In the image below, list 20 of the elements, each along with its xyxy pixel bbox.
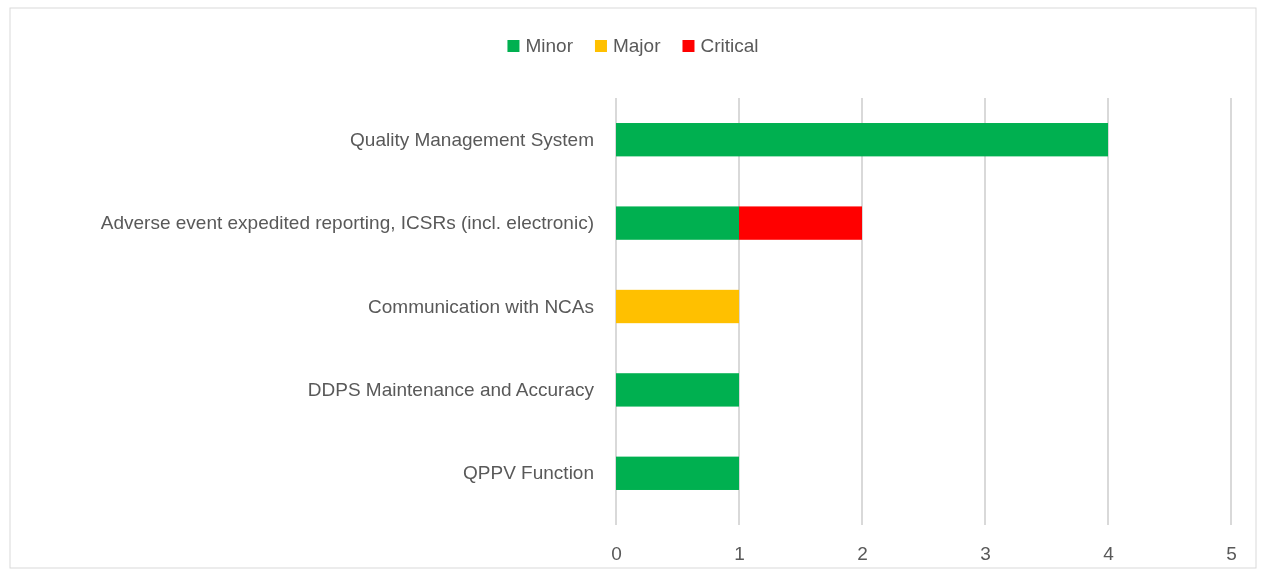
y-tick-label: Quality Management System — [350, 128, 594, 150]
x-tick-label: 4 — [1103, 543, 1115, 565]
y-tick-label: DDPS Maintenance and Accuracy — [307, 378, 595, 400]
legend-label: Major — [612, 35, 662, 56]
x-tick-label: 3 — [980, 543, 991, 565]
y-tick-label: Communication with NCAs — [368, 295, 594, 317]
bar — [616, 373, 739, 407]
bar — [616, 289, 739, 324]
x-tick-label: 2 — [857, 543, 868, 565]
bar — [739, 206, 862, 240]
bar — [616, 206, 739, 240]
bar — [616, 123, 1108, 157]
x-tick-label: 5 — [1226, 543, 1237, 565]
legend-label: Minor — [525, 35, 574, 56]
y-tick-label: QPPV Function — [463, 462, 594, 484]
x-tick-label: 0 — [611, 543, 622, 565]
x-tick-label: 1 — [734, 543, 745, 565]
legend-label: Critical — [700, 35, 759, 56]
bar — [616, 456, 739, 490]
y-tick-label: Adverse event expedited reporting, ICSRs (incl. electronic) — [100, 212, 594, 234]
